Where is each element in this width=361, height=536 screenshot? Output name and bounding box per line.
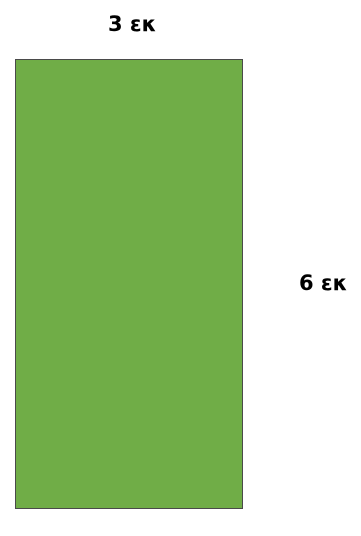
green-rectangle [15,59,243,509]
width-label: 3 εκ [108,12,157,36]
height-label: 6 εκ [299,271,348,295]
